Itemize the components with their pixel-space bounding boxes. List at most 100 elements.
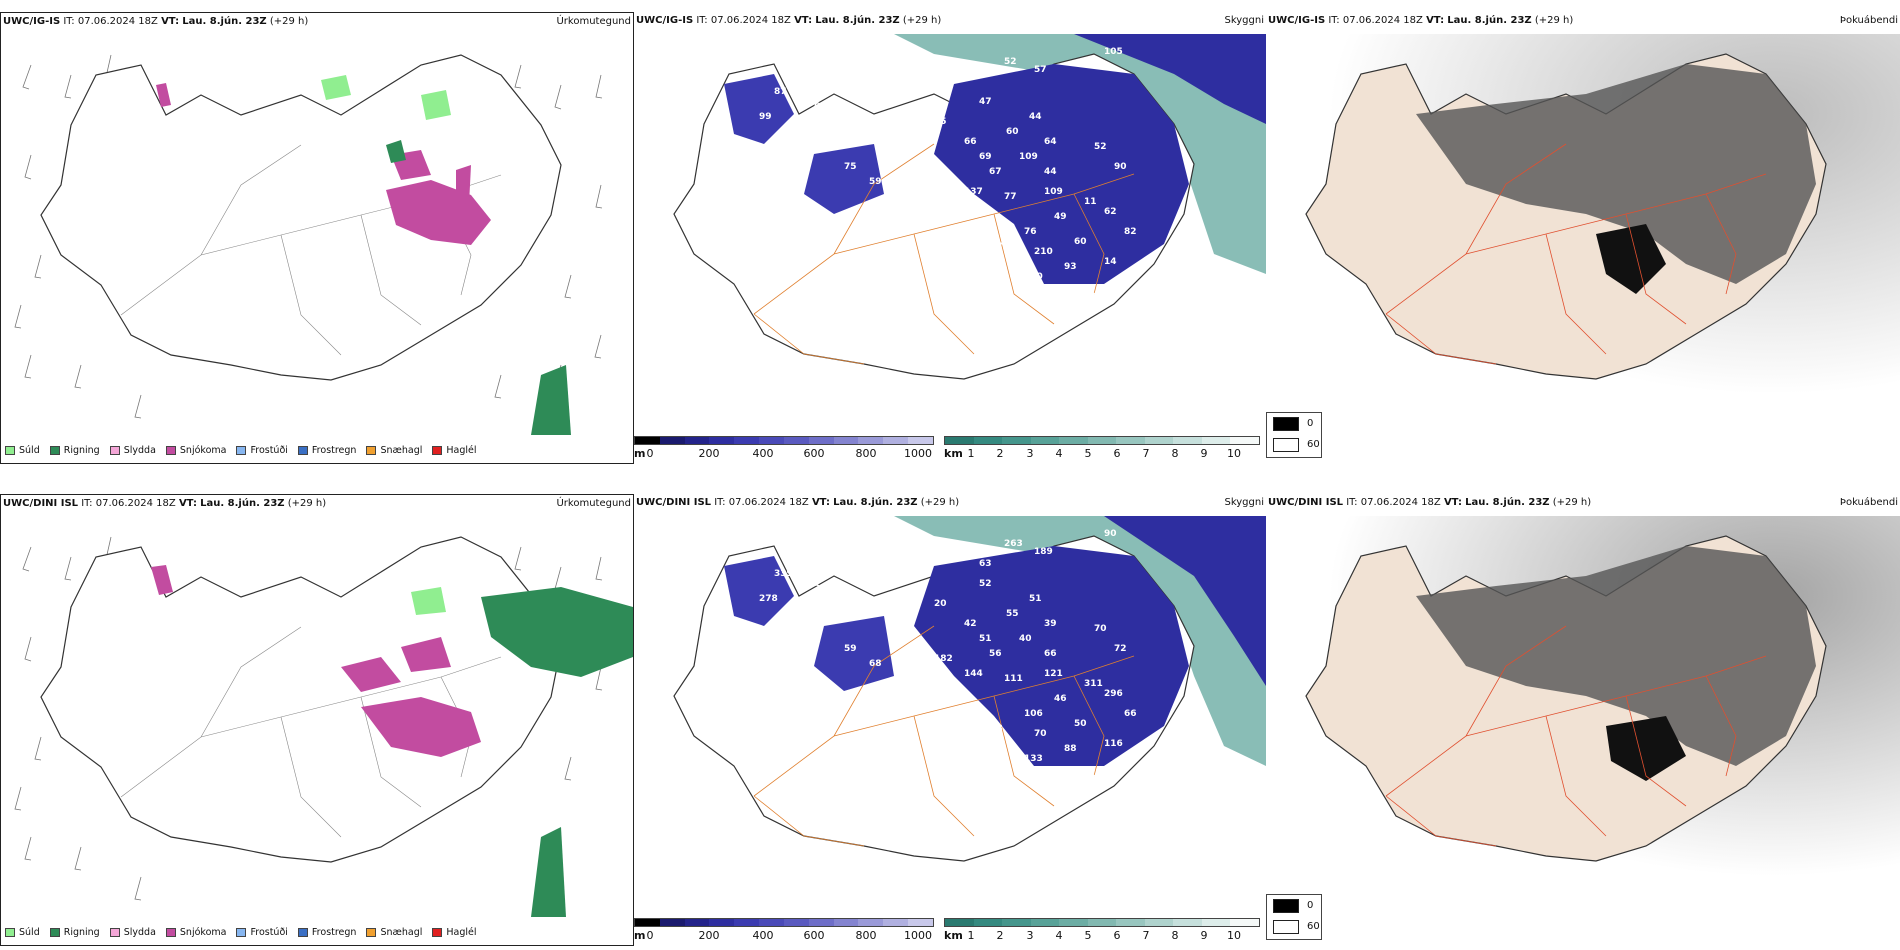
ceiling-tick: 1000 — [904, 447, 932, 460]
legend-item: Slydda — [109, 445, 156, 456]
low-ceiling-area — [804, 144, 884, 214]
low-ceiling-area — [724, 74, 794, 144]
visibility-unit: km — [944, 447, 963, 460]
road-network — [120, 144, 502, 356]
visibility-value: 44 — [1029, 112, 1042, 122]
iceland-outline — [40, 54, 562, 381]
visibility-value: 168 — [1054, 774, 1073, 784]
visibility-value: 3 — [874, 217, 880, 227]
low-ceiling-area — [724, 556, 794, 626]
legend-swatch — [366, 928, 377, 937]
visibility-tick: 4 — [1055, 929, 1063, 942]
visibility-tick: 1 — [967, 929, 975, 942]
ceiling-strip — [634, 918, 934, 927]
visibility-value: 57 — [1034, 65, 1047, 75]
legend-swatch — [297, 928, 308, 937]
visibility-value: 52 — [1094, 142, 1107, 152]
visibility-value: 56 — [934, 679, 947, 689]
legend-swatch — [165, 928, 176, 937]
precip-blobs — [156, 75, 571, 435]
panel-header: UWC/IG-IS IT: 07.06.2024 18Z VT: Lau. 8.… — [636, 15, 942, 26]
visibility-value: 118 — [944, 262, 963, 272]
visibility-tick: 7 — [1142, 929, 1150, 942]
fog-legend-swatch — [1273, 438, 1299, 452]
visibility-tick: 9 — [1200, 929, 1208, 942]
visibility-value: 38 — [784, 629, 797, 639]
fog-legend-swatch — [1273, 417, 1299, 431]
visibility-value: 42 — [964, 619, 977, 629]
visibility-value: 74 — [994, 267, 1007, 277]
visibility-value: 106 — [1024, 709, 1043, 719]
legend-swatch — [297, 446, 308, 455]
visibility-value: 20 — [934, 599, 947, 609]
visibility-value: 109 — [1044, 187, 1063, 197]
visibility-value: 236 — [814, 584, 833, 594]
ceiling-colorbar: m 0 200 400 600 800 1000 — [634, 436, 934, 462]
ceiling-tick: 400 — [752, 929, 774, 942]
legend-item: Haglél — [432, 445, 477, 456]
iceland-outline — [40, 536, 562, 863]
visibility-tick: 10 — [1227, 929, 1241, 942]
visibility-value: 298 — [984, 724, 1003, 734]
fog-map — [1266, 34, 1900, 434]
visibility-value: 70 — [1034, 729, 1047, 739]
visibility-tick: 6 — [1113, 447, 1121, 460]
legend-item: Slydda — [109, 927, 156, 938]
ceiling-tick: 0 — [646, 929, 654, 942]
panel-title: Skyggni — [1224, 15, 1264, 26]
visibility-value: 39 — [1044, 619, 1057, 629]
legend-item: Súld — [5, 445, 40, 456]
visibility-tick: 4 — [1055, 447, 1063, 460]
visibility-value: 120 — [1024, 272, 1043, 282]
visibility-value: 90 — [1104, 529, 1117, 539]
legend-swatch — [236, 446, 247, 455]
precip-map — [14, 536, 633, 917]
panel-header: UWC/IG-IS IT: 07.06.2024 18Z VT: Lau. 8.… — [3, 16, 309, 27]
visibility-strip — [944, 918, 1260, 927]
fog-legend-max: 60 — [1307, 921, 1320, 932]
ceiling-unit: m — [634, 447, 646, 460]
legend-swatch — [165, 446, 176, 455]
precip-blobs — [151, 565, 633, 917]
ceiling-tick: 800 — [855, 929, 877, 942]
legend-swatch — [49, 446, 60, 455]
visibility-value: 110 — [954, 709, 973, 719]
legend-item: Snæhagl — [366, 445, 422, 456]
visibility-value: 88 — [1064, 744, 1077, 754]
visibility-tick: 7 — [1142, 447, 1150, 460]
visibility-tick: 5 — [1084, 929, 1092, 942]
ceiling-tick: 800 — [855, 447, 877, 460]
road-network — [753, 143, 1135, 365]
visibility-value: 68 — [869, 659, 882, 669]
legend-item: Frostúði — [236, 445, 288, 456]
visibility-value: 189 — [1034, 547, 1053, 557]
fog-legend-top: 0 60 — [1266, 412, 1322, 458]
visibility-value: 182 — [934, 654, 953, 664]
ceiling-tick: 400 — [752, 447, 774, 460]
legend-swatch — [5, 928, 15, 937]
fog-index-area — [1416, 64, 1816, 284]
road-network — [1385, 143, 1767, 365]
fog-legend-max: 60 — [1307, 439, 1320, 450]
legend-swatch — [432, 446, 443, 455]
visibility-value: 122 — [934, 197, 953, 207]
sea-fog-region — [894, 516, 1266, 766]
visibility-value: 67 — [974, 774, 987, 784]
visibility-value: 227 — [794, 609, 813, 619]
legend-item: Rigning — [49, 445, 100, 456]
ceiling-tick: 1000 — [904, 929, 932, 942]
panel-header: UWC/IG-IS IT: 07.06.2024 18Z VT: Lau. 8.… — [1268, 15, 1574, 26]
precip-panel-top: UWC/IG-IS IT: 07.06.2024 18Z VT: Lau. 8.… — [0, 12, 634, 464]
road-network — [753, 625, 1135, 847]
visibility-value: 188 — [1054, 292, 1073, 302]
visibility-value: 47 — [979, 97, 992, 107]
visibility-value: 14 — [1104, 257, 1117, 267]
legend-swatch — [236, 928, 247, 937]
visibility-value: 296 — [1104, 689, 1123, 699]
precip-legend: Súld Rigning Slydda Snjókoma Frostúði Fr… — [5, 445, 477, 456]
low-ceiling-area — [914, 546, 1189, 766]
visibility-colorbar: km 1 2 3 4 5 6 7 8 9 10 — [944, 918, 1260, 944]
